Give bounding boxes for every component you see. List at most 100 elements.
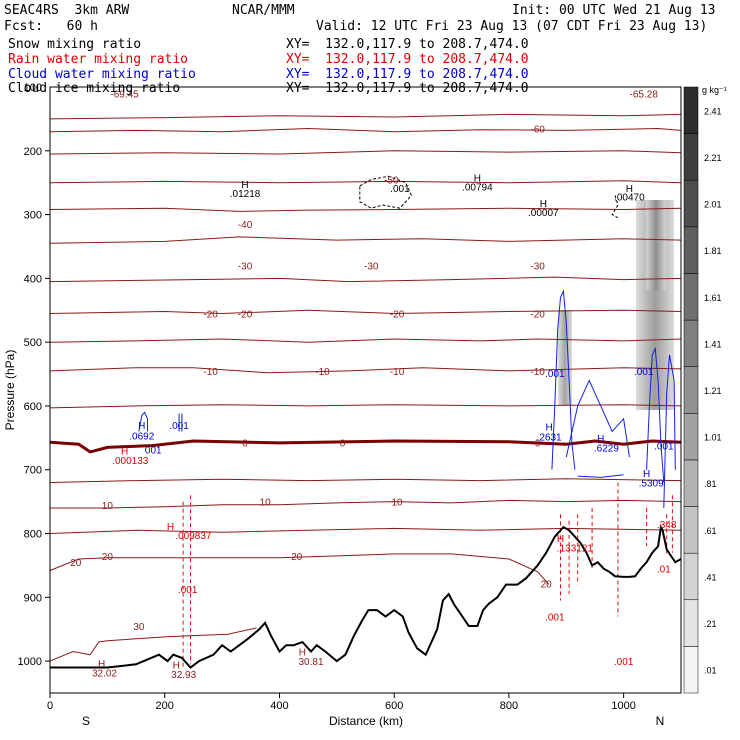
axis-ticks	[45, 150, 625, 698]
temperature-label: 20	[541, 579, 553, 590]
extremum-label: .001	[545, 369, 565, 380]
extremum-label: .00470	[614, 193, 645, 204]
temperature-contour	[49, 180, 682, 184]
contour-labels: -69.45 -65.28 -60 -50 -40 -30 -30 -30 -20 -20 -20 -…	[70, 89, 677, 680]
cloud-water-contour	[138, 411, 148, 432]
y-tick-label: 500	[24, 337, 42, 349]
temperature-label: 30	[133, 622, 145, 633]
temperature-label: 20	[70, 558, 82, 569]
colorbar-segment	[683, 273, 699, 321]
extremum-label: .00794	[462, 183, 493, 194]
colorbar-tick-label: .21	[704, 619, 717, 629]
terrain-line	[50, 523, 682, 669]
colorbar-tick-label: 2.41	[704, 106, 722, 116]
extremum-label: .000133	[112, 456, 149, 467]
colorbar-tick-label: 1.61	[704, 293, 722, 303]
y-tick-label: 100	[24, 82, 42, 94]
field-xy-cloud-water: XY= 132.0,117.9 to 208.7,474.0	[286, 67, 529, 82]
y-tick-label: 600	[24, 401, 42, 413]
extremum-label: .001	[178, 585, 198, 596]
temperature-label: 10	[102, 501, 114, 512]
extremum-label: H	[557, 534, 564, 545]
colorbar-tick-label: .81	[704, 479, 717, 489]
temperature-contour	[49, 113, 682, 120]
extremum-label: .348	[657, 520, 677, 531]
extremum-label: H	[643, 469, 650, 480]
colorbar-segment	[683, 86, 699, 134]
cloud-water-contour	[551, 289, 576, 470]
plot-frame	[49, 86, 682, 694]
extremum-label: H	[241, 180, 248, 191]
x-tick-label: 1000	[611, 700, 635, 712]
extremum-label: .01218	[230, 189, 261, 200]
temperature-label: -30	[238, 262, 253, 273]
y-tick-label: 300	[24, 210, 42, 222]
colorbar-tick-label: 1.41	[704, 339, 722, 349]
y-tick-label: 200	[24, 146, 42, 158]
extremum-label: .5309	[639, 478, 664, 489]
snow-contour	[611, 195, 619, 219]
temperature-label: -50	[384, 175, 399, 186]
extremum-label: H	[597, 434, 604, 445]
extremum-label: 32.93	[171, 670, 196, 681]
colorbar-segment	[683, 413, 699, 461]
colorbar-segment	[683, 459, 699, 507]
temperature-label: -20	[390, 309, 405, 320]
temperature-label: -10	[390, 367, 405, 378]
extremum-label: H	[121, 447, 128, 458]
center-name: NCAR/MMM	[232, 3, 295, 18]
field-xy-rain: XY= 132.0,117.9 to 208.7,474.0	[286, 52, 529, 67]
extremum-label: .01	[657, 565, 671, 576]
extremum-label: H	[545, 422, 552, 433]
y-tick-label: 800	[24, 529, 42, 541]
extremum-label: .6229	[594, 443, 619, 454]
colorbar-segment	[683, 366, 699, 414]
extremum-label: H	[299, 648, 306, 659]
cloud-water-contour	[565, 379, 630, 458]
temperature-contour	[89, 627, 257, 655]
x-axis-labels: 0 200 400 600 800 1000	[47, 700, 636, 712]
terrain-profile	[50, 523, 682, 669]
extremum-label: .2631	[537, 433, 562, 444]
extremum-label: H	[173, 660, 180, 671]
extremum-label: .001	[634, 367, 654, 378]
field-name-cloud-ice: Cloud ice mixing ratio	[8, 81, 181, 96]
temperature-label: 10	[260, 498, 272, 509]
x-tick-label: 600	[385, 700, 403, 712]
field-name-rain: Rain water mixing ratio	[8, 52, 189, 67]
extremum-label: H	[98, 659, 105, 670]
model-name: SEAC4RS 3km ARW	[4, 3, 130, 18]
temperature-label: 0	[242, 438, 248, 449]
temperature-label: -65.28	[630, 89, 659, 100]
x-axis-title: Distance (km)	[329, 714, 403, 728]
extremum-label: .0692	[129, 431, 154, 442]
extremum-label: 30.81	[298, 657, 323, 668]
temperature-contour	[49, 439, 682, 454]
colorbar-segment	[683, 552, 699, 601]
extremum-label: H	[540, 199, 547, 210]
colorbar-segment	[683, 599, 699, 647]
temperature-contour	[49, 127, 682, 133]
extremum-label: 32.02	[92, 669, 117, 680]
temperature-label: 20	[291, 552, 303, 563]
temperature-label: -20	[203, 309, 218, 320]
temperature-contour	[50, 499, 682, 509]
temperature-label: -20	[238, 309, 253, 320]
extremum-label: 001	[145, 445, 162, 456]
extremum-label: H	[138, 421, 145, 432]
x-endpoint-right: N	[656, 714, 665, 728]
y-tick-label: 400	[24, 273, 42, 285]
extremum-label: H	[474, 174, 481, 185]
temperature-contour	[49, 276, 682, 283]
colorbar-segment	[683, 226, 699, 274]
extremum-label: .00007	[528, 208, 559, 219]
cloud-water-contour	[577, 474, 624, 478]
colorbar-tick-label: 1.81	[704, 246, 722, 256]
x-endpoint-left: S	[82, 714, 90, 728]
temperature-contour	[49, 650, 91, 662]
colorbar-tick-label: .41	[704, 572, 717, 582]
extremum-label: .001	[614, 657, 634, 668]
x-tick-label: 400	[270, 700, 288, 712]
temperature-contour	[49, 367, 682, 374]
